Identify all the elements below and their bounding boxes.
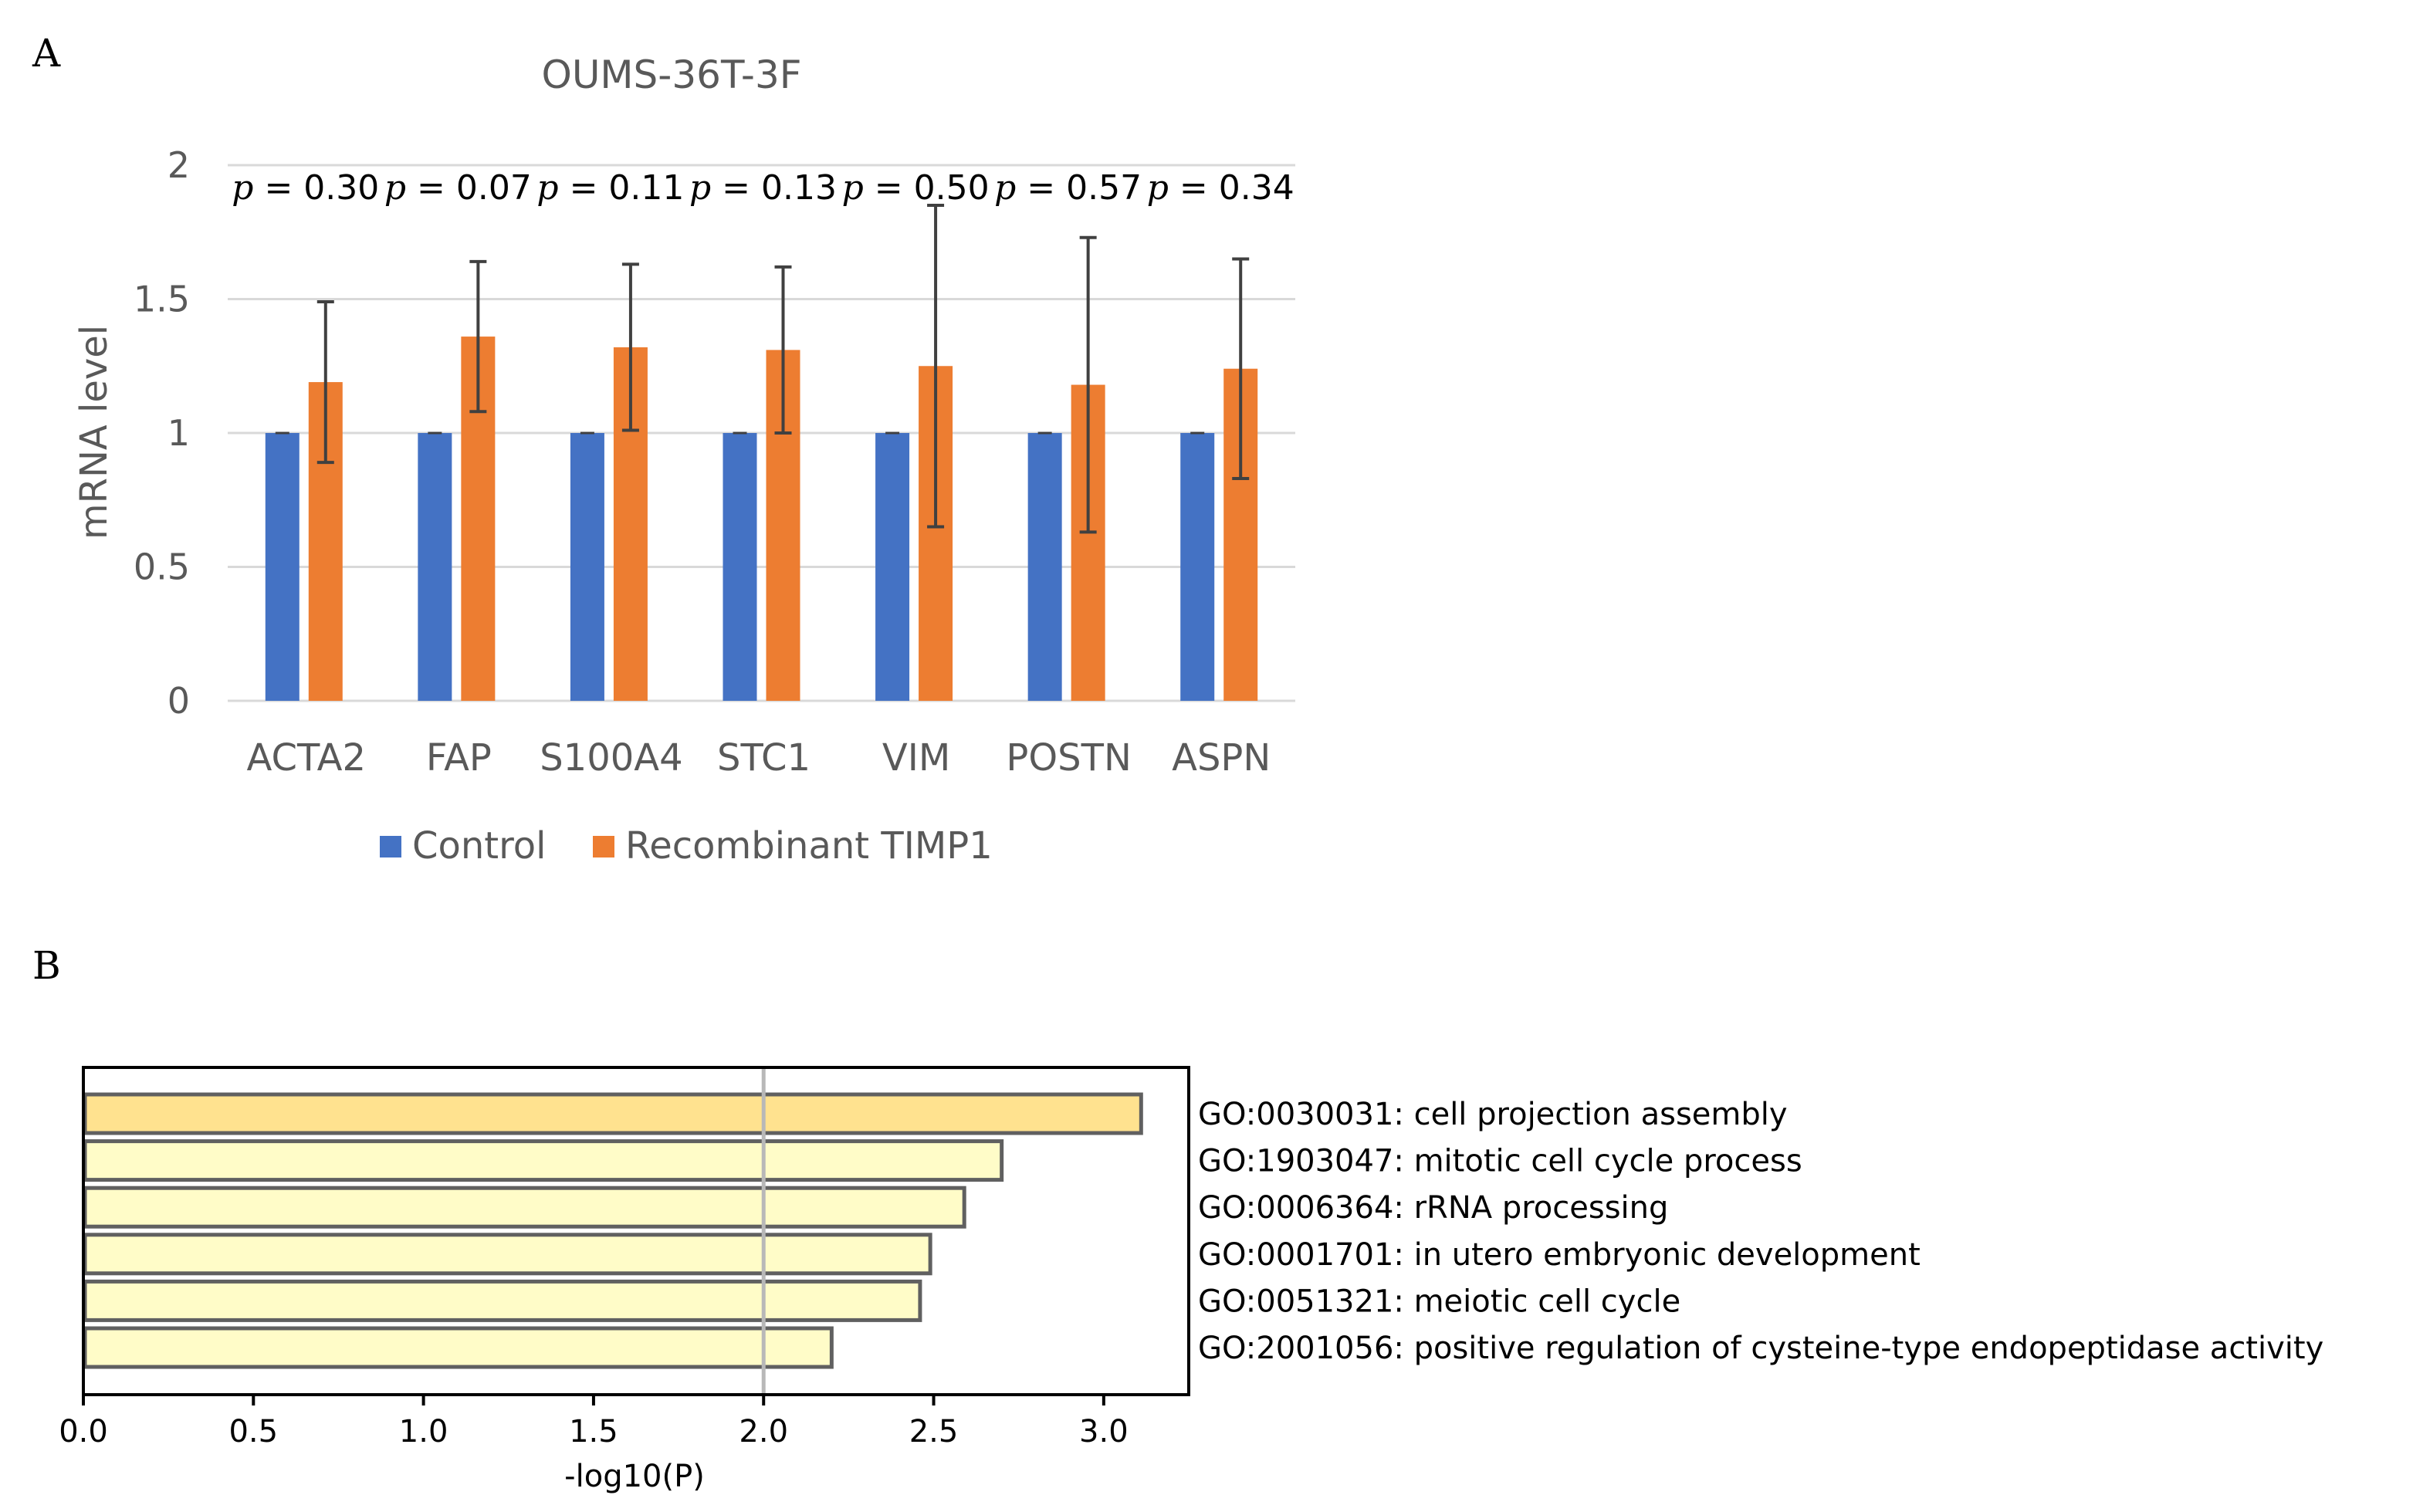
p-value-label: p = 0.13 xyxy=(689,168,837,208)
bar-control xyxy=(723,433,757,701)
y-tick-label: 1.5 xyxy=(134,279,190,320)
go-term-label: GO:0051321: meiotic cell cycle xyxy=(1198,1284,1680,1319)
go-term-label: GO:2001056: positive regulation of cyste… xyxy=(1198,1331,2323,1366)
go-term-bar xyxy=(83,1326,834,1369)
bar-control xyxy=(265,433,300,701)
p-symbol: p xyxy=(689,168,711,208)
go-term-bar xyxy=(83,1186,966,1229)
x-tick-label: FAP xyxy=(426,736,492,780)
chart-a-title: OUMS-36T-3F xyxy=(541,52,801,97)
p-value-label: p = 0.30 xyxy=(232,168,379,208)
error-bar xyxy=(621,262,639,432)
y-tick-label: 0 xyxy=(168,680,190,722)
x-tick-label: ASPN xyxy=(1172,736,1271,780)
bar-control xyxy=(1027,433,1062,701)
go-term-label: GO:0006364: rRNA processing xyxy=(1198,1190,1668,1226)
x-tick-label: ACTA2 xyxy=(247,736,366,780)
panel-b-label: B xyxy=(32,943,61,988)
p-value-text: = 0.13 xyxy=(711,168,837,208)
x-tick-label: 1.5 xyxy=(569,1414,618,1449)
p-value-text: = 0.50 xyxy=(864,168,990,208)
chart-a-p-values: p = 0.30 p = 0.07 p = 0.11 p = 0.13 p = 0.50… xyxy=(232,168,1294,208)
bar-control xyxy=(1180,433,1215,701)
go-term-bar xyxy=(83,1092,1143,1135)
p-value-text: = 0.30 xyxy=(253,168,379,208)
go-term-bar xyxy=(83,1279,922,1322)
x-tick-label: 0.5 xyxy=(228,1414,278,1449)
legend-label-timp1: Recombinant TIMP1 xyxy=(625,824,993,868)
chart-a-y-ticks: 0 0.5 1 1.5 2 xyxy=(134,144,190,722)
y-tick-label: 0.5 xyxy=(134,546,190,588)
x-tick-label: STC1 xyxy=(717,736,811,780)
bar-control xyxy=(570,433,604,701)
x-tick-label: VIM xyxy=(882,736,950,780)
chart-a-error-bars xyxy=(275,204,1250,534)
p-value-text: = 0.57 xyxy=(1016,168,1142,208)
p-symbol: p xyxy=(1147,168,1169,208)
x-tick-label: 0.0 xyxy=(59,1414,108,1449)
chart-b-category-labels: GO:0030031: cell projection assembly GO:1… xyxy=(1198,1097,2323,1366)
go-term-label: GO:0030031: cell projection assembly xyxy=(1198,1097,1788,1132)
chart-b-frame xyxy=(82,1066,1190,1396)
bar-control xyxy=(875,433,910,701)
error-bar xyxy=(927,204,945,529)
x-tick-label: 2.5 xyxy=(909,1414,959,1449)
x-tick-label: 3.0 xyxy=(1079,1414,1129,1449)
panel-a-label: A xyxy=(32,31,61,76)
error-bar xyxy=(1079,235,1097,534)
chart-a-gridlines xyxy=(228,164,1295,702)
go-term-bar xyxy=(83,1233,932,1276)
p-value-text: = 0.07 xyxy=(406,168,532,208)
x-tick-label: S100A4 xyxy=(540,736,682,780)
chart-b-x-ticks: 0.0 0.5 1.0 1.5 2.0 2.5 3.0 xyxy=(59,1395,1129,1449)
bar-control xyxy=(418,433,452,701)
legend-label-control: Control xyxy=(412,824,547,868)
p-value-text: = 0.34 xyxy=(1169,168,1294,208)
x-tick-label: POSTN xyxy=(1006,736,1131,780)
legend-swatch-timp1 xyxy=(593,836,614,857)
y-tick-label: 1 xyxy=(168,412,190,454)
y-tick-label: 2 xyxy=(168,144,190,186)
x-tick-label: 2.0 xyxy=(739,1414,788,1449)
p-value-label: p = 0.50 xyxy=(842,168,990,208)
chart-b: 0.0 0.5 1.0 1.5 2.0 2.5 3.0 GO:0030031: cell p… xyxy=(59,1066,2323,1494)
chart-a: OUMS-36T-3F mRNA level 0 0.5 1 1.5 2 ACTA2 FA… xyxy=(73,52,1295,868)
go-term-bar xyxy=(83,1139,1004,1182)
p-value-label: p = 0.11 xyxy=(536,168,684,208)
p-value-text: = 0.11 xyxy=(559,168,685,208)
go-term-label: GO:0001701: in utero embryonic developme… xyxy=(1198,1237,1921,1273)
go-term-label: GO:1903047: mitotic cell cycle process xyxy=(1198,1144,1802,1179)
p-value-label: p = 0.34 xyxy=(1147,168,1294,208)
p-symbol: p xyxy=(232,168,253,208)
x-tick-label: 1.0 xyxy=(399,1414,448,1449)
p-symbol: p xyxy=(536,168,558,208)
chart-a-x-ticks: ACTA2 FAP S100A4 STC1 VIM POSTN ASPN xyxy=(247,736,1271,780)
error-bar xyxy=(774,265,792,435)
legend-swatch-control xyxy=(380,836,401,857)
error-bar xyxy=(469,259,487,414)
error-bar xyxy=(316,299,334,465)
chart-a-legend: Control Recombinant TIMP1 xyxy=(380,824,993,868)
p-value-label: p = 0.57 xyxy=(994,168,1142,208)
p-symbol: p xyxy=(842,168,864,208)
p-value-label: p = 0.07 xyxy=(384,168,532,208)
chart-b-x-axis-label: -log10(P) xyxy=(564,1459,705,1494)
p-symbol: p xyxy=(994,168,1016,208)
p-symbol: p xyxy=(384,168,406,208)
error-bar xyxy=(1232,257,1250,480)
chart-b-bars xyxy=(83,1092,1143,1369)
chart-a-y-axis-label: mRNA level xyxy=(73,325,116,540)
chart-a-bars xyxy=(265,337,1258,701)
